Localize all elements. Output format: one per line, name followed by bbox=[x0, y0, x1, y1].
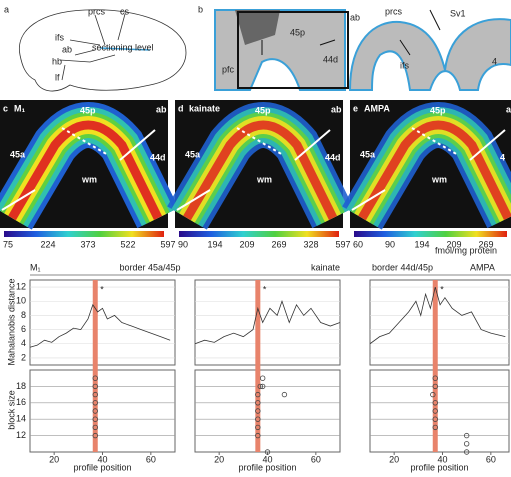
label: 194 bbox=[414, 239, 429, 249]
label: 20 bbox=[49, 454, 59, 464]
label: 597 bbox=[160, 239, 175, 249]
block-point bbox=[464, 442, 469, 447]
label: block size bbox=[6, 390, 16, 430]
label: border 45a/45p bbox=[119, 262, 180, 272]
label: 45p bbox=[290, 27, 305, 37]
label: lf bbox=[55, 72, 60, 82]
plot-frame bbox=[30, 370, 175, 452]
label: 44d bbox=[323, 54, 338, 64]
label: 18 bbox=[16, 381, 26, 391]
label: 4 bbox=[21, 338, 26, 348]
label: prcs bbox=[385, 6, 403, 16]
label: ab bbox=[156, 104, 167, 114]
label: ab bbox=[62, 44, 72, 54]
plot-frame bbox=[195, 370, 340, 452]
section-sketch bbox=[215, 10, 511, 90]
label: kainate bbox=[189, 103, 220, 113]
block-point bbox=[282, 392, 287, 397]
label: 8 bbox=[21, 310, 26, 320]
color-bar bbox=[179, 231, 339, 237]
label: wm bbox=[256, 174, 272, 184]
color-bar bbox=[354, 231, 507, 237]
label: M₁ bbox=[30, 262, 41, 272]
label: Mahalanobis distance bbox=[6, 278, 16, 365]
label: 44d bbox=[325, 152, 341, 162]
label: 194 bbox=[207, 239, 222, 249]
label: 90 bbox=[385, 239, 395, 249]
label: 60 bbox=[311, 454, 321, 464]
label: 45a bbox=[185, 149, 201, 159]
plot-frame bbox=[195, 280, 340, 365]
label: M₁ bbox=[14, 103, 25, 113]
label: prcs bbox=[88, 6, 106, 16]
label: 90 bbox=[178, 239, 188, 249]
label: 2 bbox=[21, 352, 26, 362]
label: AMPA bbox=[364, 103, 390, 113]
label: 597 bbox=[335, 239, 350, 249]
label: 224 bbox=[40, 239, 55, 249]
label: ab bbox=[331, 104, 342, 114]
label: 373 bbox=[80, 239, 95, 249]
label: 16 bbox=[16, 397, 26, 407]
label: ab bbox=[506, 104, 511, 114]
distance-trace bbox=[30, 305, 170, 348]
label: fmol/mg protein bbox=[435, 245, 497, 255]
label: Sv1 bbox=[450, 8, 466, 18]
label: * bbox=[263, 284, 267, 294]
label: e bbox=[353, 103, 358, 113]
label: b bbox=[198, 4, 203, 14]
distance-trace bbox=[195, 301, 340, 344]
label: kainate bbox=[311, 262, 340, 272]
label: 12 bbox=[16, 281, 26, 291]
label: 522 bbox=[120, 239, 135, 249]
label: ab bbox=[350, 12, 360, 22]
label: AMPA bbox=[470, 262, 495, 272]
label: 75 bbox=[3, 239, 13, 249]
label: 45p bbox=[255, 105, 271, 115]
label: 60 bbox=[146, 454, 156, 464]
label: 269 bbox=[271, 239, 286, 249]
figure: aprcscsifsabhblfsectioning levelbabprcsS… bbox=[0, 0, 511, 477]
label: * bbox=[440, 284, 444, 294]
label: sectioning level bbox=[92, 42, 154, 52]
label: border 44d/45p bbox=[372, 262, 433, 272]
label: ifs bbox=[400, 60, 410, 70]
label: 14 bbox=[16, 414, 26, 424]
label: 45a bbox=[360, 149, 376, 159]
label: 45p bbox=[430, 105, 446, 115]
label: c bbox=[3, 103, 8, 113]
label: 45a bbox=[10, 149, 26, 159]
label: d bbox=[178, 103, 184, 113]
label: profile position bbox=[238, 462, 296, 472]
label: 4 bbox=[492, 56, 497, 66]
label: 10 bbox=[16, 296, 26, 306]
label: 4 bbox=[500, 152, 505, 162]
label: 20 bbox=[389, 454, 399, 464]
label: 45p bbox=[80, 105, 96, 115]
label: 12 bbox=[16, 430, 26, 440]
label: 209 bbox=[239, 239, 254, 249]
block-point bbox=[260, 376, 265, 381]
label: wm bbox=[431, 174, 447, 184]
plot-frame bbox=[370, 370, 509, 452]
label: 44d bbox=[150, 152, 166, 162]
label: wm bbox=[81, 174, 97, 184]
label: profile position bbox=[73, 462, 131, 472]
label: 20 bbox=[214, 454, 224, 464]
label: 328 bbox=[303, 239, 318, 249]
color-bar bbox=[4, 231, 164, 237]
label: pfc bbox=[222, 64, 235, 74]
label: 60 bbox=[486, 454, 496, 464]
label: * bbox=[100, 284, 104, 294]
label: a bbox=[4, 4, 9, 14]
label: 60 bbox=[353, 239, 363, 249]
label: 6 bbox=[21, 324, 26, 334]
label: hb bbox=[52, 56, 62, 66]
label: profile position bbox=[410, 462, 468, 472]
label: cs bbox=[120, 6, 130, 16]
label: ifs bbox=[55, 32, 65, 42]
